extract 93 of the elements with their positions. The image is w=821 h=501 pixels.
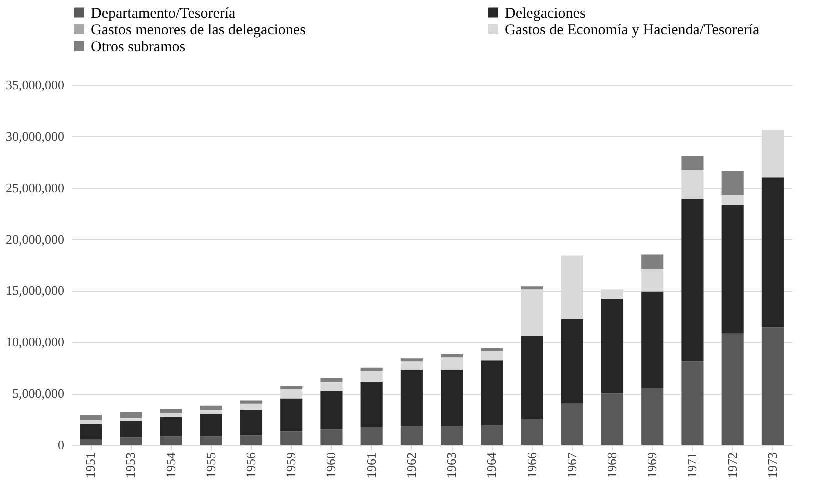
x-tick-label: 1960 <box>324 452 339 478</box>
bar <box>682 156 704 170</box>
bar <box>601 298 624 394</box>
bar <box>80 424 102 440</box>
bar <box>441 354 464 358</box>
legend-label: Gastos de Economía y Hacienda/Tesorería <box>505 22 760 38</box>
bar <box>521 336 544 420</box>
bar <box>521 286 544 290</box>
bar <box>601 394 624 445</box>
bar <box>441 426 464 445</box>
bar <box>320 430 343 445</box>
bar <box>400 358 423 362</box>
bar <box>561 404 584 445</box>
bar <box>120 438 142 445</box>
bar <box>481 348 504 352</box>
bar <box>320 382 343 392</box>
x-tick-label: 1968 <box>604 452 620 478</box>
bar <box>400 426 423 445</box>
y-tick-label: 35,000,000 <box>6 78 64 92</box>
bar <box>160 436 182 445</box>
legend-label: Delegaciones <box>505 6 586 22</box>
bar <box>682 199 704 362</box>
bar <box>481 360 504 426</box>
x-tick-label: 1951 <box>83 452 98 478</box>
bar <box>240 436 263 445</box>
x-tick-label: 1962 <box>404 452 419 478</box>
bar <box>160 413 182 418</box>
x-tick-label: 1967 <box>564 452 580 478</box>
x-tick-label: 1959 <box>284 452 299 478</box>
x-tick-label: 1969 <box>644 452 660 478</box>
y-tick-label: 30,000,000 <box>6 128 64 144</box>
bar <box>280 432 303 445</box>
bar <box>360 370 383 382</box>
x-tick-label: 1964 <box>484 452 500 478</box>
bar <box>240 410 263 436</box>
bar <box>441 370 464 426</box>
x-tick-label: 1973 <box>764 452 780 478</box>
legend-label: Otros subramos <box>91 40 186 56</box>
bar <box>280 398 303 432</box>
bar <box>441 358 464 370</box>
bar <box>722 195 744 206</box>
legend-label: Departamento/Tesorería <box>91 6 236 22</box>
x-tick-label: 1956 <box>244 452 258 478</box>
x-tick-label: 1963 <box>444 452 460 478</box>
bar <box>160 417 182 437</box>
x-tick-label: 1972 <box>724 452 740 478</box>
bar <box>762 178 784 328</box>
bar <box>521 419 544 445</box>
bar <box>80 415 102 420</box>
y-tick-label: 10,000,000 <box>6 334 64 350</box>
y-tick-label: 20,000,000 <box>6 232 64 247</box>
bar <box>360 382 383 428</box>
x-tick-label: 1966 <box>524 452 540 478</box>
bar <box>120 421 142 438</box>
bar <box>240 400 263 404</box>
x-tick-label: 1971 <box>684 452 700 478</box>
legend-label: Gastos menores de las delegaciones <box>91 22 306 38</box>
bar <box>682 362 704 445</box>
bar <box>400 370 423 426</box>
x-tick-label: 1961 <box>364 452 379 478</box>
bar <box>240 404 263 410</box>
bar <box>360 428 383 445</box>
bar <box>80 440 102 445</box>
bar <box>360 368 383 371</box>
bar <box>642 254 664 270</box>
bar <box>762 328 784 445</box>
y-tick-label: 5,000,000 <box>12 386 64 402</box>
bar <box>642 388 664 445</box>
bar <box>320 378 343 382</box>
bar <box>481 351 504 361</box>
bar <box>722 205 744 334</box>
bar <box>160 409 182 414</box>
bar <box>642 292 664 388</box>
bar <box>481 425 504 445</box>
bar <box>120 418 142 422</box>
bar <box>200 406 222 410</box>
bar <box>280 386 303 390</box>
y-tick-label: 0 <box>58 438 64 452</box>
bar <box>722 171 744 196</box>
bar <box>200 436 222 445</box>
bar <box>320 392 343 430</box>
y-tick-label: 15,000,000 <box>6 283 64 298</box>
bar <box>120 412 142 418</box>
x-tick-label: 1954 <box>163 452 178 478</box>
bar <box>561 320 584 404</box>
bar <box>722 334 744 445</box>
y-tick-label: 25,000,000 <box>6 180 64 196</box>
x-tick-label: 1955 <box>203 452 218 478</box>
bar <box>80 420 102 424</box>
bar <box>400 362 423 370</box>
x-tick-label: 1953 <box>123 452 138 478</box>
bar <box>200 410 222 414</box>
bar <box>200 414 222 437</box>
